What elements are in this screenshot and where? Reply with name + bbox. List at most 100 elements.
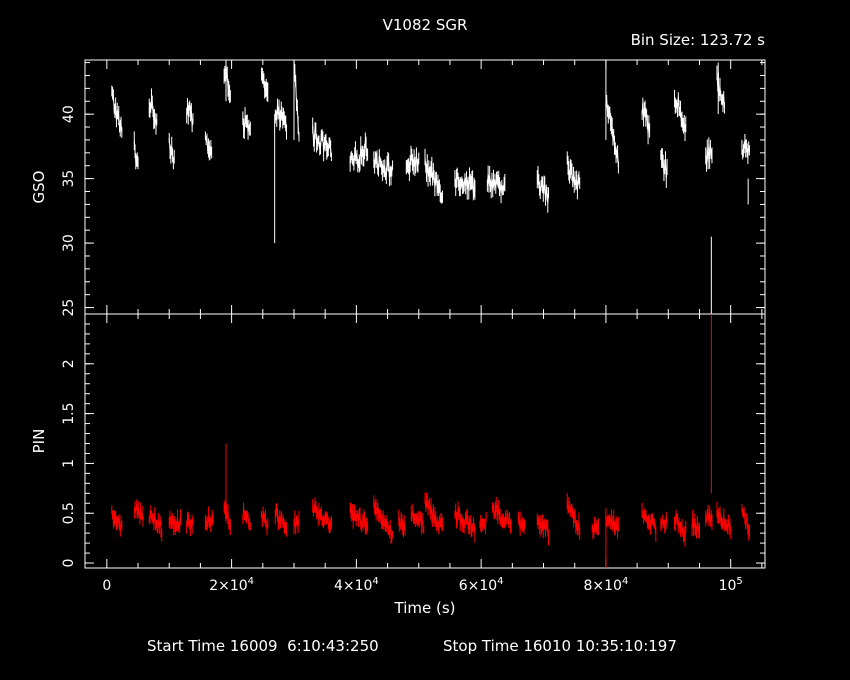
pin-data-segment bbox=[133, 499, 144, 527]
x-tick-label: 4×104 bbox=[334, 576, 379, 594]
pin-data-segment bbox=[691, 509, 700, 539]
pin-data-segment bbox=[148, 505, 163, 542]
pin-data-segment bbox=[424, 492, 443, 534]
data-line bbox=[424, 498, 443, 529]
gso-data-segment bbox=[111, 85, 123, 138]
pin-data-segment bbox=[741, 503, 750, 541]
pin-data-segment bbox=[410, 503, 425, 535]
gso-data-segment bbox=[716, 65, 725, 114]
pin-frame bbox=[84, 313, 766, 569]
data-line bbox=[479, 516, 487, 530]
pin-data-segment bbox=[349, 502, 369, 536]
data-line bbox=[741, 141, 750, 157]
y-tick-label: 40 bbox=[61, 105, 77, 123]
pin-data-segment bbox=[398, 509, 406, 538]
data-line bbox=[691, 517, 700, 533]
data-line bbox=[660, 154, 668, 179]
stop-time-label: Stop Time 16010 10:35:10:197 bbox=[443, 637, 677, 655]
gso-data-segment bbox=[705, 137, 713, 172]
pin-panel: 0 0.5 1 1.5 2 PIN bbox=[30, 313, 766, 569]
pin-data-segment bbox=[312, 497, 332, 534]
data-line bbox=[293, 59, 300, 138]
pin-data-segment bbox=[373, 495, 394, 544]
data-line bbox=[242, 508, 251, 528]
data-line bbox=[186, 516, 194, 530]
data-line bbox=[373, 155, 394, 178]
gso-panel: 25 30 35 40 GSO bbox=[30, 59, 766, 317]
pin-axis-label: PIN bbox=[30, 429, 48, 454]
data-line bbox=[491, 504, 512, 528]
pin-data-segment bbox=[605, 509, 619, 539]
data-line bbox=[674, 96, 687, 133]
data-line bbox=[223, 506, 231, 528]
data-line bbox=[312, 125, 332, 157]
gso-data-segment bbox=[223, 65, 231, 104]
data-line bbox=[349, 507, 369, 531]
data-line bbox=[536, 519, 549, 538]
gso-data-segment bbox=[204, 131, 213, 161]
pin-data-segment bbox=[591, 516, 599, 540]
data-line bbox=[293, 516, 300, 530]
pin-data-segment bbox=[705, 504, 713, 530]
pin-data-segment bbox=[242, 502, 251, 531]
data-line bbox=[148, 511, 163, 536]
data-line bbox=[660, 515, 668, 528]
data-line bbox=[716, 509, 732, 534]
x-tick-label: 8×104 bbox=[584, 576, 629, 594]
start-time-label: Start Time 16009 6:10:43:250 bbox=[147, 637, 379, 655]
data-line bbox=[204, 135, 213, 153]
data-line bbox=[168, 137, 175, 164]
data-line bbox=[312, 502, 332, 529]
bin-size-label: Bin Size: 123.72 s bbox=[631, 31, 766, 49]
pin-data-segment bbox=[261, 506, 269, 536]
data-line bbox=[566, 501, 581, 534]
pin-data-segment bbox=[479, 511, 487, 535]
data-line bbox=[405, 153, 420, 172]
data-line bbox=[205, 514, 214, 526]
x-tick-label: 0 bbox=[102, 578, 111, 594]
pin-data-segment bbox=[223, 500, 231, 536]
data-line bbox=[705, 143, 713, 166]
data-line bbox=[605, 99, 619, 168]
y-tick-label: 30 bbox=[61, 234, 77, 252]
data-line bbox=[111, 509, 123, 532]
data-line bbox=[261, 512, 269, 531]
data-line bbox=[274, 507, 287, 530]
gso-data-segment bbox=[566, 151, 581, 200]
x-tick-label: 6×104 bbox=[459, 576, 504, 594]
x-axis: 0 2×104 4×104 6×104 8×104 105 bbox=[102, 576, 742, 594]
y-tick-label: 35 bbox=[61, 170, 77, 188]
data-line bbox=[186, 105, 194, 127]
data-line bbox=[641, 103, 651, 135]
data-line bbox=[536, 175, 549, 204]
gso-data-segment bbox=[486, 165, 506, 204]
gso-data-segment bbox=[261, 67, 269, 102]
data-line bbox=[591, 523, 599, 534]
pin-data-segment bbox=[491, 496, 512, 535]
pin-data-segment bbox=[274, 503, 288, 537]
data-line bbox=[518, 517, 526, 530]
data-line bbox=[741, 507, 750, 534]
data-line bbox=[410, 509, 425, 530]
y-tick-label: 25 bbox=[61, 299, 77, 317]
pin-data-segment bbox=[674, 509, 687, 547]
data-line bbox=[242, 115, 251, 135]
gso-data-segment bbox=[454, 167, 476, 201]
gso-data-segment bbox=[605, 94, 619, 174]
data-line bbox=[168, 516, 181, 529]
gso-data-segment bbox=[242, 107, 251, 140]
pin-data-segment bbox=[293, 510, 300, 535]
gso-axis-label: GSO bbox=[30, 171, 48, 204]
gso-data-segment bbox=[424, 148, 443, 204]
data-line bbox=[605, 517, 619, 533]
gso-data-segment bbox=[674, 89, 687, 142]
data-line bbox=[223, 72, 231, 97]
data-line bbox=[486, 174, 506, 195]
data-line bbox=[274, 103, 287, 133]
y-tick-label: 1 bbox=[61, 459, 77, 468]
gso-data-segment bbox=[293, 59, 300, 142]
gso-data-segment bbox=[660, 148, 668, 188]
gso-data-segment bbox=[405, 145, 420, 181]
pin-data-segment bbox=[660, 511, 668, 534]
pin-data-segment bbox=[518, 511, 526, 536]
